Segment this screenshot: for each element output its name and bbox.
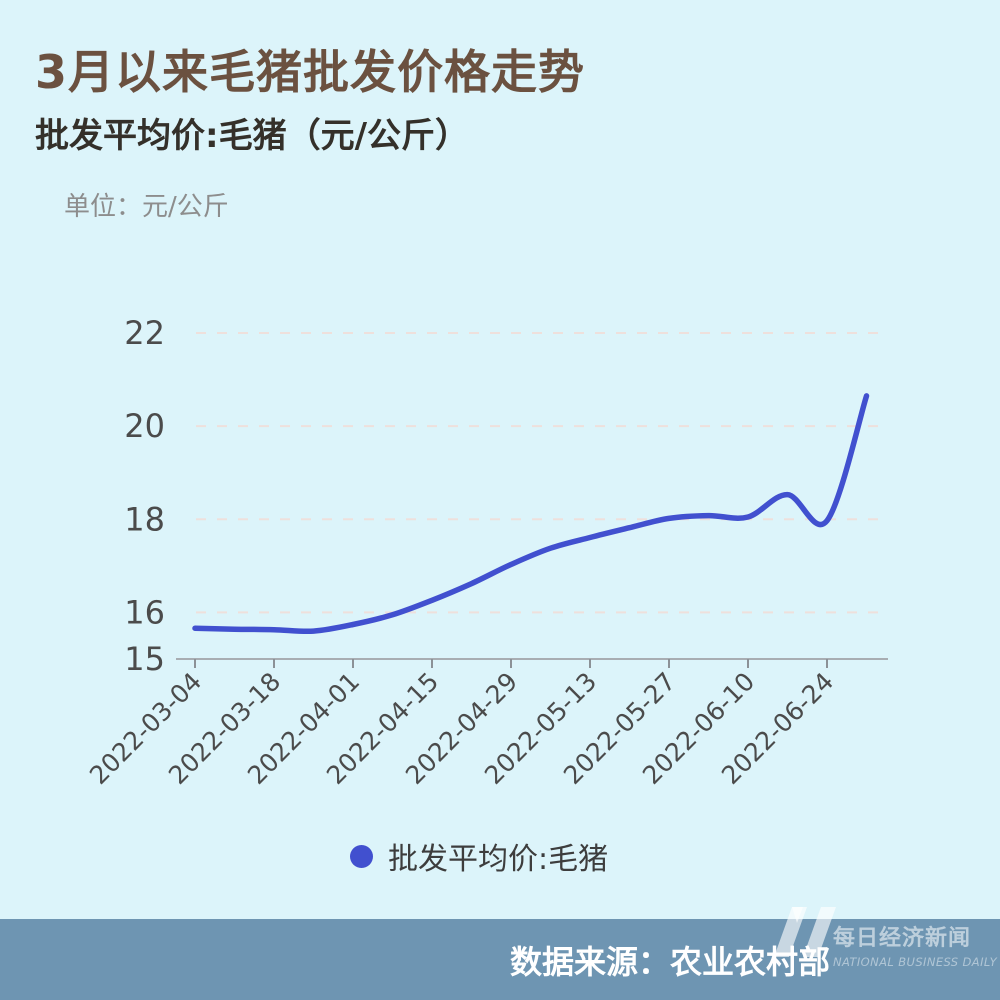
unit-label: 单位：元/公斤 [64,192,229,222]
brand-block: 每日经济新闻 NATIONAL BUSINESS DAILY [833,920,997,969]
svg-text:15: 15 [124,640,165,678]
legend: 批发平均价:毛猪 [350,834,608,878]
legend-label: 批发平均价:毛猪 [388,842,609,877]
svg-text:18: 18 [124,500,165,538]
svg-text:20: 20 [124,407,165,445]
chart-subtitle: 批发平均价:毛猪（元/公斤） [35,116,470,156]
brand-name-en: NATIONAL BUSINESS DAILY [833,955,997,969]
page-title: 3月以来毛猪批发价格走势 [35,45,586,99]
svg-text:22: 22 [124,314,165,352]
legend-marker-icon [350,844,373,868]
data-source-label: 数据来源：农业农村部 [509,942,830,981]
brand-name-cn: 每日经济新闻 [833,926,972,951]
svg-text:16: 16 [124,593,165,631]
